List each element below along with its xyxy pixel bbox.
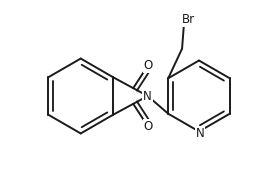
Text: O: O — [144, 59, 153, 72]
Text: Br: Br — [181, 13, 194, 26]
Text: N: N — [196, 127, 204, 140]
Text: N: N — [143, 89, 152, 103]
Text: O: O — [144, 120, 153, 133]
